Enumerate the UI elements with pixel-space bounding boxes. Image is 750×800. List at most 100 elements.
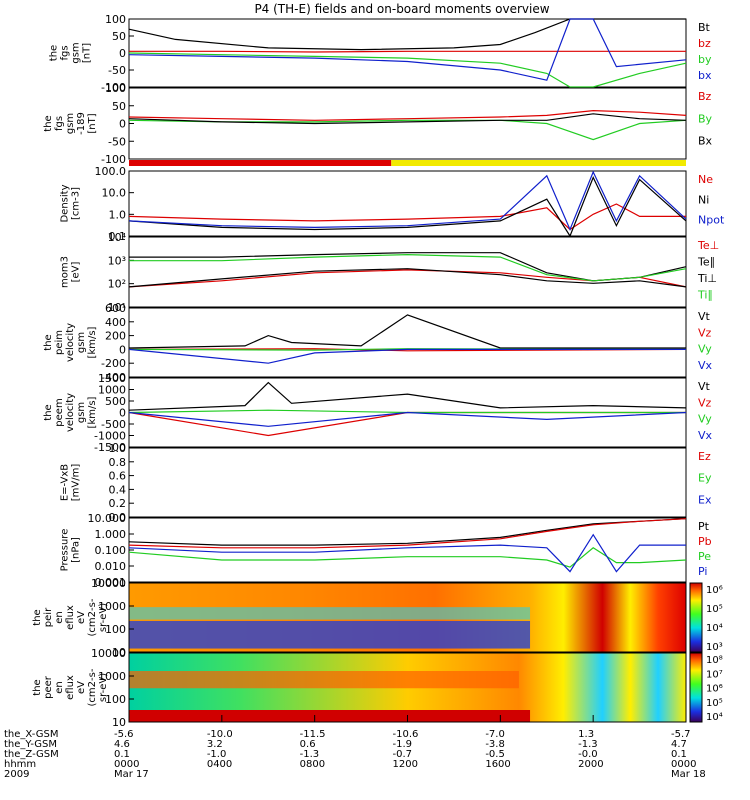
y-axis-label-line: fgs: [54, 116, 65, 131]
series-line-Bt: [128, 18, 686, 51]
series-line-Pe: [128, 547, 687, 568]
y-tick-label: 100: [105, 13, 126, 26]
x-axis-row-value: 0000: [671, 759, 696, 770]
y-axis-label: the peem velocity gsm [km/s]: [43, 393, 98, 432]
legend-entry: Ez: [698, 450, 711, 463]
x-axis-row-value: -10.0: [207, 729, 233, 740]
y-tick-label: 50: [112, 100, 126, 113]
y-axis-label: mom3 [eV]: [60, 256, 82, 288]
x-axis-row-value: 0.6: [300, 739, 316, 750]
panel-frame: [128, 447, 687, 518]
y-tick-label: -1500: [94, 441, 126, 454]
y-tick-label: 0.0: [109, 511, 127, 524]
series-line-Pt: [128, 518, 687, 546]
legend-entry: Ey: [698, 472, 712, 485]
x-axis-row-value: 1200: [393, 759, 418, 770]
legend-entry: Pb: [698, 535, 712, 548]
x-axis-row-value: -0.0: [578, 749, 598, 760]
legend-entry: Bz: [698, 90, 712, 103]
panel-temp: 10⁴ 10³ 10² 10¹ mom3 [eV] Te⊥ Te∥ Ti⊥ Ti∥: [60, 231, 720, 314]
y-axis-label-line: the: [43, 334, 54, 350]
colorbar-tick-label: 10⁶: [706, 585, 723, 596]
y-tick-label: 400: [105, 316, 126, 329]
legend-entry: Te⊥: [697, 239, 719, 252]
y-tick-label: 50: [112, 30, 126, 43]
y-tick-label: 0: [119, 118, 126, 131]
y-tick-label: -50: [108, 64, 126, 77]
series-line-Bz: [128, 109, 687, 121]
series-line-Pb: [128, 518, 687, 549]
colorbar: [689, 652, 703, 723]
series-line-Ni: [128, 176, 687, 238]
x-axis-row-value: 0400: [207, 759, 232, 770]
series-line-Vx: [128, 411, 687, 427]
y-axis-label-line: Density: [60, 184, 71, 222]
x-axis-row-value: -0.7: [393, 749, 413, 760]
x-axis-row-label: the_X-GSM: [4, 729, 58, 740]
y-axis-label-line: peer: [43, 675, 54, 699]
x-axis-row-value: -1.3: [300, 749, 320, 760]
y-axis-label-line: sr-eV): [98, 603, 109, 632]
y-axis-label-line: gsm: [76, 332, 87, 353]
mode-bar-segment: [129, 160, 392, 166]
spectrogram-low-energy-band: [129, 620, 531, 649]
legend-entry: Ex: [698, 493, 712, 506]
y-tick-label: -50: [108, 135, 126, 148]
legend-entry: by: [698, 53, 712, 66]
y-axis-label-line: the: [43, 115, 54, 131]
series-line-Ti⊥: [129, 252, 687, 282]
series-line-bz: [129, 50, 686, 53]
y-tick-label: 500: [105, 395, 126, 408]
y-axis-label-line: gsm: [65, 113, 76, 134]
y-tick-label: 1000: [98, 600, 126, 613]
x-axis-row-value: -1.0: [207, 749, 227, 760]
y-axis-label-line: the: [43, 404, 54, 420]
x-axis-row-label: 2009: [4, 769, 29, 780]
y-axis-label-line: gsm: [76, 402, 87, 423]
y-tick-label: -500: [101, 418, 126, 431]
legend-entry: Vt: [698, 380, 711, 393]
x-axis-row-label: hhmm: [4, 759, 36, 770]
y-tick-label: 100: [105, 82, 126, 95]
x-axis-row-value: -10.6: [393, 729, 419, 740]
legend-entry: Ni: [698, 193, 709, 206]
y-axis-label-line: gsm: [71, 42, 82, 63]
y-axis-label-line: (cm2-s-: [87, 668, 98, 706]
y-axis-label: Pressure [nPa]: [60, 529, 82, 572]
y-axis-label-line: [nT]: [87, 113, 98, 133]
y-axis-label-line: -189: [76, 112, 87, 135]
y-axis-label-line: the: [32, 609, 43, 625]
y-tick-label: 10³: [108, 254, 126, 267]
x-axis-row-label: the_Y-GSM: [4, 739, 57, 750]
y-axis-label-line: Pressure: [60, 529, 71, 572]
legend-entry: Npot: [698, 214, 725, 227]
x-axis-row-value: 4.6: [114, 739, 130, 750]
x-axis-row-label: the_Z-GSM: [4, 749, 59, 760]
series-line-Te∥: [128, 268, 687, 288]
y-tick-label: 0.1: [109, 230, 127, 243]
series-line-Te⊥: [128, 269, 687, 288]
y-axis-label-line: en: [54, 611, 65, 624]
spectrogram-mid-energy-band: [129, 671, 519, 689]
legend-entry: Ne: [698, 173, 713, 186]
figure-title: P4 (TH-E) fields and on-board moments ov…: [254, 2, 549, 16]
x-axis-row-value: Mar 17: [114, 769, 149, 780]
x-axis-row-value: -7.0: [485, 729, 505, 740]
y-axis-label-line: fgs: [60, 45, 71, 60]
y-tick-label: -100: [101, 153, 126, 166]
y-tick-label: 10²: [108, 278, 126, 291]
y-axis-label: the fgs gsm -189 [nT]: [43, 112, 98, 135]
y-axis-label-line: eV: [76, 681, 87, 694]
y-tick-label: 0.001: [95, 576, 127, 589]
colorbar-tick-label: 10⁵: [706, 604, 723, 615]
y-tick-label: 0: [119, 343, 126, 356]
panel-frame: [128, 170, 687, 237]
panel-frame: [128, 87, 687, 160]
y-axis-label-line: peem: [54, 398, 65, 426]
x-axis-row-value: -3.8: [485, 739, 505, 750]
y-tick-label: 0.100: [95, 544, 127, 557]
legend-entry: Pe: [698, 550, 711, 563]
